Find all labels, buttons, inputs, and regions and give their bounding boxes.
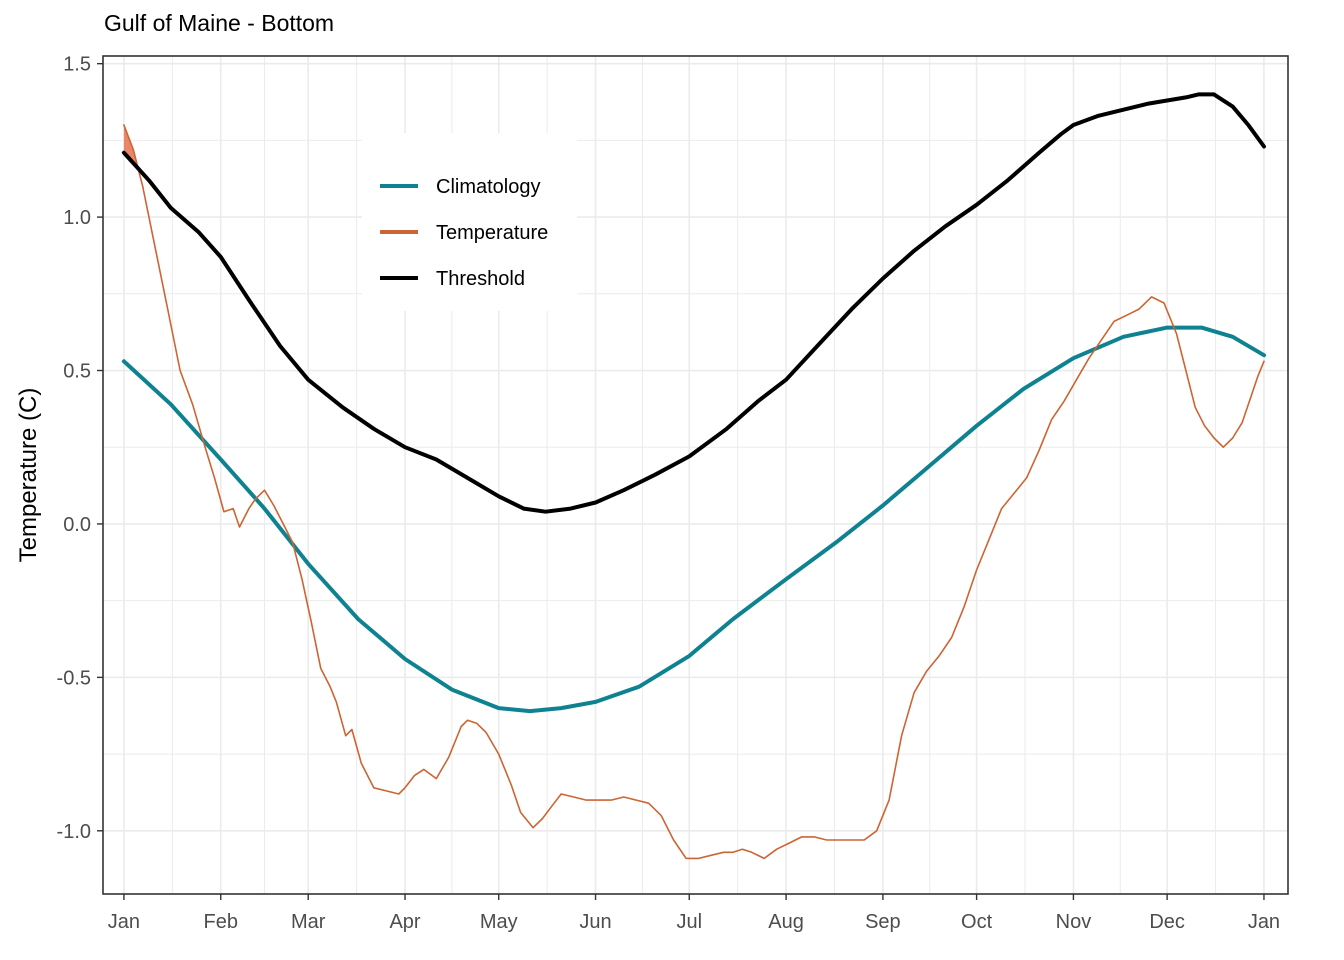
x-tick-label: Jun — [579, 911, 611, 933]
y-tick-label: 1.0 — [63, 207, 91, 229]
x-tick-label: Jan — [1248, 911, 1280, 933]
minor-gridlines — [103, 56, 1288, 894]
chart-title: Gulf of Maine - Bottom — [104, 10, 335, 36]
x-tick-label: Aug — [768, 911, 804, 933]
y-tick-label: 0.0 — [63, 514, 91, 536]
x-tick-label: Oct — [961, 911, 993, 933]
x-tick-label: Mar — [291, 911, 326, 933]
x-tick-label: Sep — [865, 911, 901, 933]
legend-label-threshold: Threshold — [436, 268, 525, 290]
y-tick-label: 0.5 — [63, 361, 91, 383]
threshold-line — [121, 92, 1266, 514]
y-tick-label: 1.5 — [63, 54, 91, 76]
temperature-line — [123, 124, 1265, 860]
y-tick-label: -1.0 — [57, 821, 91, 843]
x-tick-label: Jul — [676, 911, 702, 933]
series-lines — [121, 92, 1266, 860]
x-tick-label: Nov — [1056, 911, 1092, 933]
legend-label-temperature: Temperature — [436, 222, 548, 244]
y-tick-label: -0.5 — [57, 667, 91, 689]
legend-label-climatology: Climatology — [436, 176, 540, 198]
x-tick-label: Apr — [389, 911, 420, 933]
x-tick-label: May — [480, 911, 518, 933]
y-axis-title: Temperature (C) — [15, 388, 42, 563]
legend-background — [362, 133, 577, 311]
y-axis: 1.5 1.0 0.5 0.0 -0.5 -1.0 — [57, 54, 103, 843]
x-axis: Jan Feb Mar Apr May Jun Jul Aug Sep Oct Nov Dec Jan — [108, 894, 1280, 933]
climatology-line — [121, 325, 1266, 714]
plot-panel-border — [102, 55, 1289, 895]
major-gridlines — [103, 56, 1288, 894]
x-tick-label: Dec — [1149, 911, 1185, 933]
x-tick-label: Feb — [204, 911, 238, 933]
legend: Climatology Temperature Threshold — [362, 133, 577, 311]
x-tick-label: Jan — [108, 911, 140, 933]
